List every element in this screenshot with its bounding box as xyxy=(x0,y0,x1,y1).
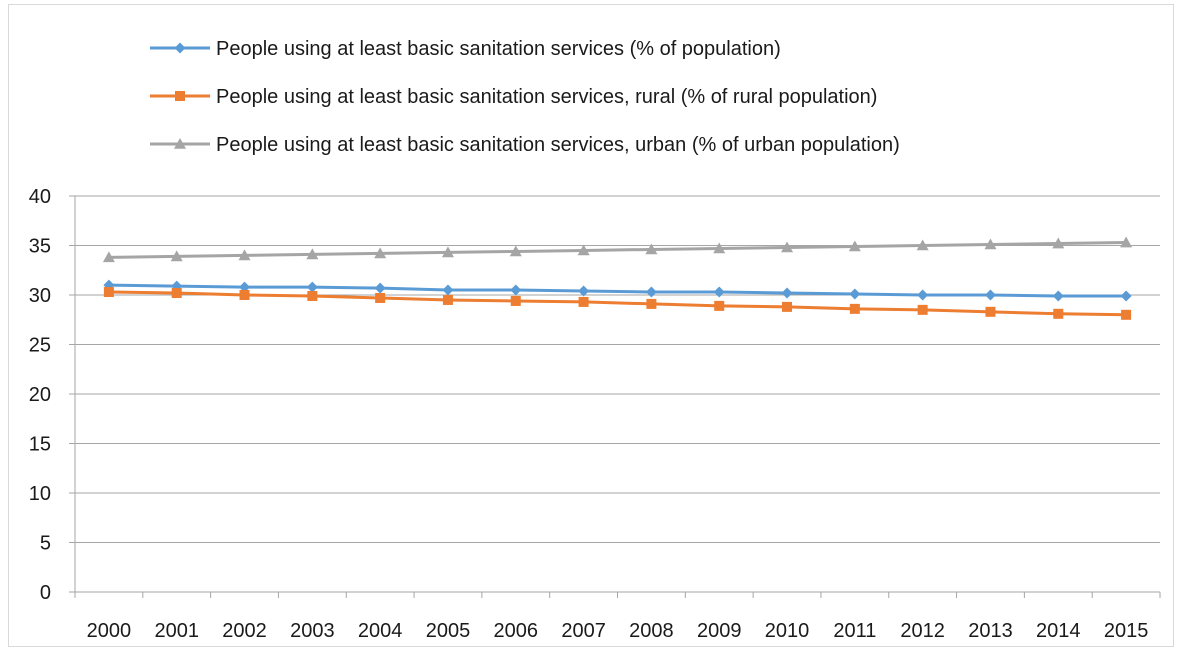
series-2-point xyxy=(577,244,590,256)
series-1-point xyxy=(985,306,996,317)
x-tick-label: 2004 xyxy=(358,620,403,642)
series-0-point xyxy=(849,288,861,300)
series-0-point xyxy=(917,289,929,301)
series-1-point xyxy=(578,296,589,307)
x-tick-label: 2001 xyxy=(154,620,199,642)
series-1-point xyxy=(375,292,386,303)
series-0-point xyxy=(578,285,590,297)
series-2-point xyxy=(170,250,183,262)
axes xyxy=(69,195,1161,598)
series-1-point xyxy=(917,304,928,315)
series-2-point xyxy=(781,241,794,253)
legend-item-1: People using at least basic sanitation s… xyxy=(150,86,877,108)
series-1-point xyxy=(510,295,521,306)
series-2-point xyxy=(374,247,387,259)
x-tick-label: 2015 xyxy=(1104,620,1149,642)
x-tick-label: 2002 xyxy=(222,620,267,642)
series-1-point xyxy=(782,301,793,312)
series-0-point xyxy=(645,286,657,298)
series-1-point xyxy=(714,300,725,311)
series-2-point xyxy=(306,248,319,260)
series-2-point xyxy=(102,251,115,263)
y-tick-label: 25 xyxy=(29,335,51,357)
gridlines xyxy=(75,195,1160,543)
series-markers xyxy=(102,236,1133,320)
x-tick-label: 2012 xyxy=(900,620,945,642)
x-tick-label: 2013 xyxy=(968,620,1013,642)
series-2-point xyxy=(1120,236,1133,248)
x-tick-label: 2011 xyxy=(833,620,876,642)
series-2-point xyxy=(238,249,251,261)
x-tick-label: 2009 xyxy=(697,620,742,642)
series-1-point xyxy=(239,290,250,300)
series-1-point xyxy=(103,287,114,298)
legend-swatch-marker xyxy=(175,91,185,101)
x-tick-label: 2005 xyxy=(426,620,471,642)
series-1-point xyxy=(171,288,182,299)
x-tick-label: 2003 xyxy=(290,620,335,642)
x-tick-label: 2014 xyxy=(1036,620,1081,642)
legend-item-0: People using at least basic sanitation s… xyxy=(150,38,781,60)
legend-swatch-marker xyxy=(174,42,186,54)
series-2-point xyxy=(984,238,997,250)
series-2-point xyxy=(645,243,658,255)
series-0-point xyxy=(510,284,522,296)
series-1-point xyxy=(849,303,860,314)
y-tick-labels: 0 5 10 15 20 25 30 35 40 xyxy=(29,186,51,604)
y-tick-label: 10 xyxy=(29,483,51,505)
chart-frame xyxy=(8,4,1174,647)
legend-label: People using at least basic sanitation s… xyxy=(216,134,900,156)
series-0-point xyxy=(374,282,386,294)
series-lines xyxy=(108,241,1127,317)
legend-label: People using at least basic sanitation s… xyxy=(216,86,877,108)
series-1-point xyxy=(1121,309,1132,320)
y-tick-label: 30 xyxy=(29,285,51,307)
series-2-point xyxy=(713,242,726,254)
y-tick-label: 15 xyxy=(29,434,51,456)
series-2-point xyxy=(441,246,454,258)
legend-swatch-marker xyxy=(174,138,186,149)
x-tick-label: 2010 xyxy=(765,620,810,642)
series-0-point xyxy=(442,284,454,296)
series-line-0 xyxy=(108,283,1127,298)
series-0-point xyxy=(306,281,318,293)
series-0-point xyxy=(781,287,793,299)
series-0-point xyxy=(713,286,725,298)
x-tick-label: 2000 xyxy=(87,620,132,642)
series-2-point xyxy=(509,245,522,257)
series-0-point xyxy=(239,281,251,293)
legend: People using at least basic sanitation s… xyxy=(150,38,900,156)
series-1-point xyxy=(646,298,657,309)
series-0-point xyxy=(1120,290,1132,302)
y-tick-label: 20 xyxy=(29,384,51,406)
series-2-point xyxy=(916,239,929,251)
series-line-1 xyxy=(108,290,1127,317)
series-2-point xyxy=(1052,237,1065,249)
series-0-point xyxy=(984,289,996,301)
x-tick-label: 2006 xyxy=(494,620,539,642)
series-2-point xyxy=(848,240,861,252)
legend-item-2: People using at least basic sanitation s… xyxy=(150,134,900,156)
x-tick-label: 2008 xyxy=(629,620,674,642)
x-tick-labels: 2000 2001 2002 2003 2004 2005 2006 2007 2008 2009… xyxy=(87,620,1149,642)
series-0-point xyxy=(1052,290,1064,302)
y-tick-label: 35 xyxy=(29,236,51,258)
y-tick-label: 40 xyxy=(29,186,51,208)
series-1-point xyxy=(442,294,453,305)
legend-label: People using at least basic sanitation s… xyxy=(216,38,781,60)
series-line-2 xyxy=(108,241,1127,259)
series-1-point xyxy=(307,290,318,301)
y-tick-label: 5 xyxy=(40,533,51,555)
x-tick-label: 2007 xyxy=(561,620,606,642)
series-1-point xyxy=(1053,308,1064,319)
y-tick-label: 0 xyxy=(40,582,51,604)
